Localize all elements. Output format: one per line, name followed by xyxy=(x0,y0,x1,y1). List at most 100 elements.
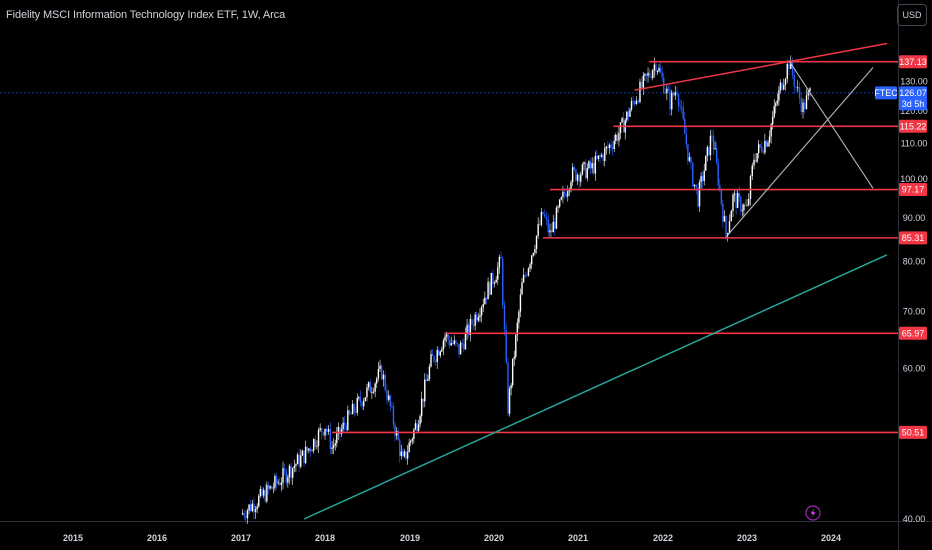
candle xyxy=(754,153,757,164)
candle xyxy=(778,85,780,106)
svg-text:FTEC: FTEC xyxy=(874,88,898,98)
candle xyxy=(482,298,484,313)
level-label: 137.13 xyxy=(899,55,927,69)
support-trendline[interactable] xyxy=(303,254,888,520)
candle xyxy=(417,419,420,432)
candle xyxy=(241,509,244,516)
candle xyxy=(420,391,423,423)
candle xyxy=(703,163,705,186)
candle xyxy=(744,199,747,207)
svg-text:97.17: 97.17 xyxy=(902,185,925,195)
candle xyxy=(693,184,696,189)
candle xyxy=(406,444,409,465)
candle xyxy=(647,67,649,83)
candle xyxy=(645,73,648,83)
candle xyxy=(259,485,262,498)
candle xyxy=(507,357,509,416)
currency-button[interactable]: USD xyxy=(897,4,927,26)
candle xyxy=(621,116,623,124)
candle xyxy=(400,444,403,460)
lightning-icon[interactable] xyxy=(805,505,821,521)
candle xyxy=(258,493,260,508)
candle xyxy=(632,96,634,106)
candle xyxy=(319,423,321,433)
candle xyxy=(364,397,367,402)
bar-countdown: 3d 5h xyxy=(902,99,925,109)
resistance-trendline[interactable] xyxy=(634,42,888,91)
candle xyxy=(671,89,673,116)
candle xyxy=(414,419,417,431)
candle xyxy=(353,402,355,418)
candle xyxy=(282,461,284,490)
candle xyxy=(630,97,633,112)
time-tick-label: 2016 xyxy=(147,533,167,543)
candle xyxy=(539,219,541,227)
candle xyxy=(705,155,707,171)
candle xyxy=(502,256,504,309)
candle xyxy=(596,149,598,161)
candle xyxy=(599,152,601,164)
price-tick-label: 70.00 xyxy=(903,306,926,316)
candle xyxy=(550,223,553,238)
candle xyxy=(272,482,275,494)
candle xyxy=(376,376,378,389)
candle xyxy=(448,335,451,349)
candle xyxy=(498,254,501,274)
candle xyxy=(759,143,761,149)
candle xyxy=(513,350,515,367)
candle xyxy=(571,163,574,187)
candle xyxy=(722,199,724,228)
candle xyxy=(677,92,680,113)
candle xyxy=(680,100,683,115)
candle xyxy=(674,85,676,100)
candle xyxy=(519,288,522,318)
candle xyxy=(795,85,797,92)
candle xyxy=(805,88,808,110)
candle xyxy=(570,180,572,193)
candle xyxy=(669,83,671,117)
candle xyxy=(659,61,662,74)
price-tick-label: 60.00 xyxy=(903,363,926,373)
candle xyxy=(245,509,247,523)
candle xyxy=(622,112,625,133)
candle xyxy=(607,140,609,152)
candle xyxy=(485,297,488,305)
candle xyxy=(316,440,318,450)
candle xyxy=(594,151,597,181)
time-tick-label: 2021 xyxy=(568,533,588,543)
level-label: 97.17 xyxy=(899,183,927,197)
candle xyxy=(419,413,421,428)
price-tick-label: 120.00 xyxy=(900,106,928,116)
candle xyxy=(784,77,787,91)
candle xyxy=(700,172,702,189)
candle xyxy=(428,363,431,382)
time-tick-label: 2018 xyxy=(315,533,335,543)
level-label: 65.97 xyxy=(899,326,927,340)
candle xyxy=(329,422,332,454)
candle xyxy=(495,275,497,283)
time-scale[interactable]: 2015 2016 2017 2018 2019 2020 2021 2022 2023 2024 xyxy=(63,533,841,543)
candle xyxy=(802,98,804,119)
triangle-upper-trendline[interactable] xyxy=(788,60,874,189)
price-scale[interactable]: 137.13115.2297.1785.3165.9750.51130.0012… xyxy=(899,55,928,524)
candle xyxy=(291,467,294,486)
candle xyxy=(487,277,489,300)
candle xyxy=(293,459,296,473)
triangle-lower-trendline[interactable] xyxy=(725,67,874,238)
candle xyxy=(732,192,734,218)
candle xyxy=(269,485,271,491)
candle xyxy=(382,370,385,387)
candle xyxy=(261,486,263,497)
candle xyxy=(578,173,580,189)
candle xyxy=(786,60,788,83)
candle xyxy=(676,86,678,97)
candle xyxy=(377,362,380,382)
candle xyxy=(461,339,463,348)
candle xyxy=(586,163,588,182)
candle xyxy=(367,381,370,391)
candle xyxy=(530,254,533,270)
candle xyxy=(804,99,806,114)
candle xyxy=(642,71,645,96)
candle xyxy=(701,171,704,189)
